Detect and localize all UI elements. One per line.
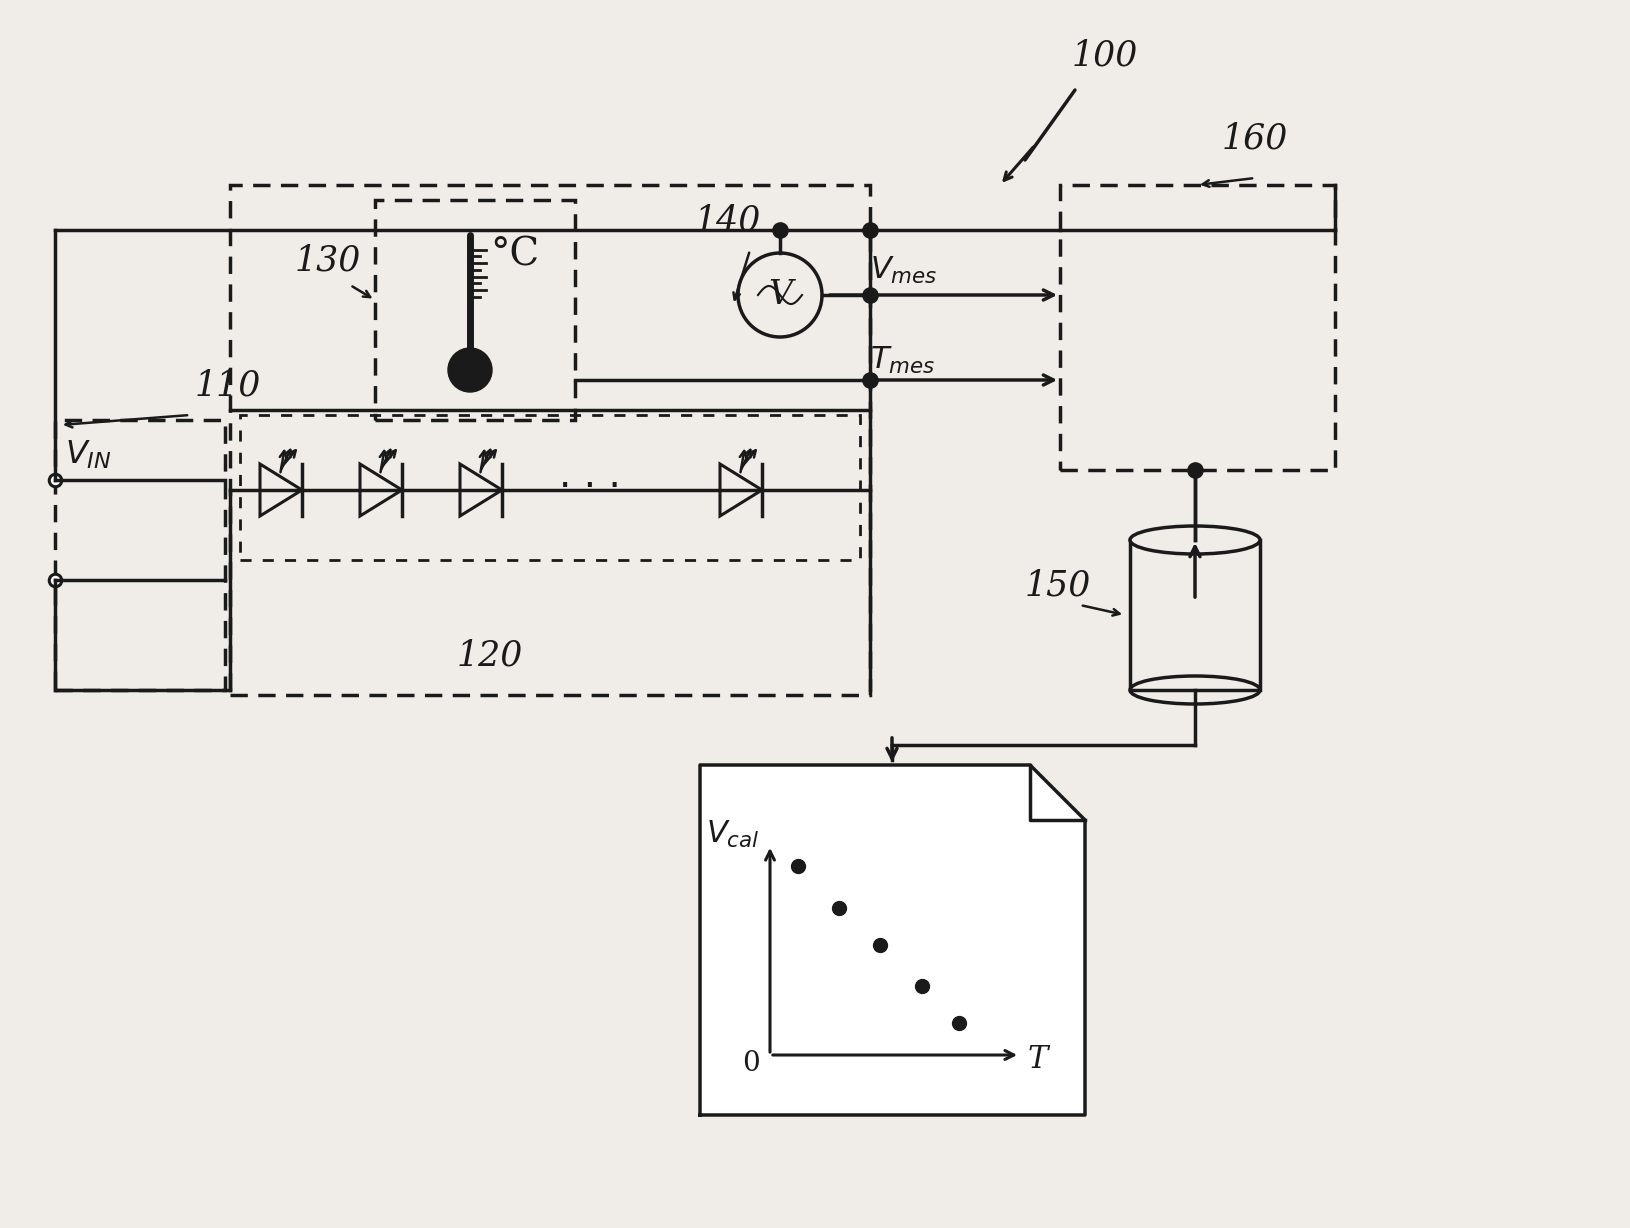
Text: 140: 140 xyxy=(694,203,761,237)
Text: 110: 110 xyxy=(196,368,261,402)
Text: $V_{cal}$: $V_{cal}$ xyxy=(706,819,760,850)
Text: 120: 120 xyxy=(456,639,523,672)
Polygon shape xyxy=(699,765,1086,1115)
Text: 130: 130 xyxy=(295,243,362,278)
Text: $T_{mes}$: $T_{mes}$ xyxy=(870,344,936,376)
Text: · · ·: · · · xyxy=(559,468,621,506)
Text: T: T xyxy=(1029,1045,1048,1076)
Ellipse shape xyxy=(1130,526,1260,554)
Bar xyxy=(230,185,870,695)
Bar xyxy=(1060,185,1335,470)
Bar xyxy=(1130,540,1260,690)
Text: 0: 0 xyxy=(742,1050,760,1077)
Text: 100: 100 xyxy=(1073,38,1138,72)
Text: 160: 160 xyxy=(1222,122,1288,155)
Text: $V_{mes}$: $V_{mes}$ xyxy=(870,254,937,286)
Bar xyxy=(375,200,575,420)
Text: $V_{IN}$: $V_{IN}$ xyxy=(65,438,111,472)
Text: V: V xyxy=(768,279,792,311)
Text: °C: °C xyxy=(491,237,540,274)
Circle shape xyxy=(448,348,492,392)
Bar xyxy=(240,415,861,560)
Text: 150: 150 xyxy=(1025,569,1092,602)
Bar xyxy=(55,420,225,690)
